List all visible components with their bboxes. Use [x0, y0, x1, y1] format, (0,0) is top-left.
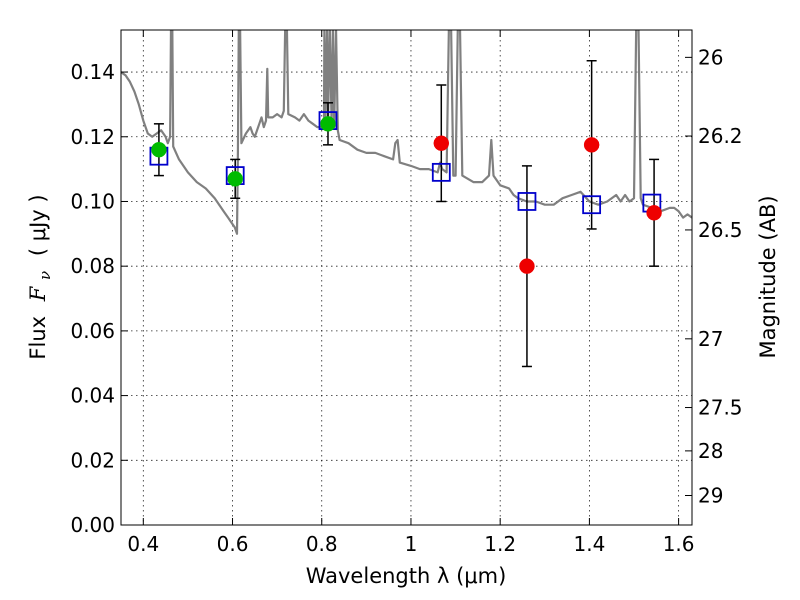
nir-observed-point [583, 137, 600, 153]
y2-tick-label: 27 [698, 327, 723, 351]
plot-frame [120, 29, 693, 526]
nir-observed-point [433, 135, 450, 151]
y-tick-label: 0.00 [70, 513, 115, 537]
y2-tick-label: 26.2 [698, 124, 743, 148]
nir-observed-point [646, 205, 662, 221]
x-tick-label: 1.6 [663, 532, 695, 556]
optical-observed-point [151, 141, 167, 158]
y-axis-label: Flux F ν ( μJy ) [26, 194, 55, 359]
optical-observed-point [320, 116, 336, 132]
y2-axis-label: Magnitude (AB) [756, 195, 780, 358]
y-axis-label-prefix: Flux [26, 316, 50, 360]
y2-tick-label: 26 [698, 45, 723, 69]
x-tick-label: 0.8 [306, 532, 338, 556]
model-photometry-point [431, 162, 451, 182]
y2-tick-label: 29 [698, 483, 723, 507]
y-axis-label-unit: ( μJy ) [26, 194, 50, 256]
y-tick-label: 0.04 [70, 384, 115, 408]
model-photometry-point [582, 195, 602, 215]
y-tick-label: 0.08 [70, 254, 115, 278]
y-axis-label-subscript: ν [36, 271, 54, 280]
x-tick-label: 1.4 [573, 532, 605, 556]
y2-tick-label: 27.5 [698, 396, 743, 420]
x-tick-label: 0.4 [127, 532, 159, 556]
x-axis-label: Wavelength λ (μm) [306, 564, 507, 588]
nir-observed-point [519, 258, 535, 274]
y2-tick-label: 28 [698, 439, 723, 463]
x-tick-label: 1.2 [484, 532, 516, 556]
x-tick-label: 0.6 [217, 532, 249, 556]
y-tick-label: 0.10 [70, 189, 115, 213]
y-tick-label: 0.12 [70, 125, 115, 149]
y-tick-label: 0.06 [70, 319, 115, 343]
y-tick-label: 0.14 [70, 60, 115, 84]
y2-tick-label: 26.5 [698, 218, 743, 242]
tick-layer: 0.4 0.6 0.8 1 1.2 1.4 1.6 0.00 0.02 0.04 0.06 0.08 0… [70, 30, 743, 556]
y-axis-label-symbol: F [26, 285, 50, 302]
marker-layer [149, 111, 662, 274]
y-tick-label: 0.02 [70, 448, 115, 472]
optical-observed-point [227, 171, 243, 187]
model-photometry-point [517, 192, 537, 211]
x-tick-label: 1 [405, 532, 418, 556]
